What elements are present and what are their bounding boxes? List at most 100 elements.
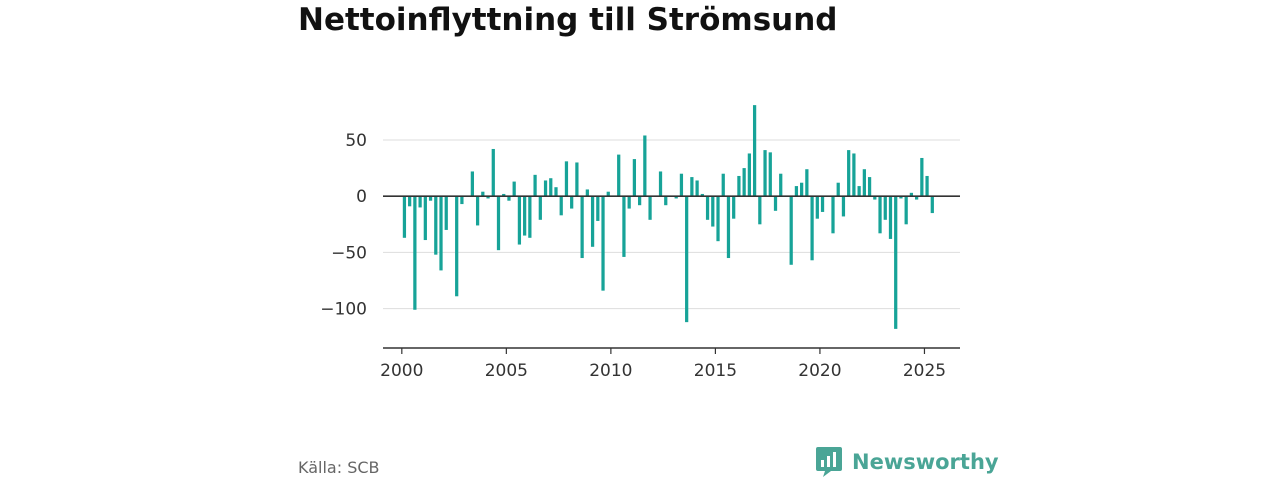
bar — [439, 196, 443, 271]
bar — [742, 168, 746, 197]
bar — [486, 196, 490, 199]
bar — [920, 157, 924, 197]
bar — [549, 178, 553, 197]
bar — [533, 174, 537, 197]
newsworthy-logo-icon — [816, 447, 842, 477]
bar — [408, 196, 412, 207]
bar — [507, 196, 511, 201]
y-tick-label: −100 — [320, 300, 367, 320]
y-tick-label: 50 — [345, 131, 367, 151]
bar — [470, 171, 474, 197]
bar — [617, 154, 621, 197]
bar — [606, 191, 610, 197]
bar — [543, 180, 548, 197]
newsworthy-brand[interactable]: Newsworthy — [816, 446, 999, 478]
bar — [638, 196, 642, 206]
bars — [402, 105, 934, 329]
bar — [685, 196, 689, 323]
bar — [423, 196, 427, 241]
bar — [925, 175, 929, 197]
bar — [716, 196, 720, 242]
bar — [789, 196, 793, 265]
bar — [658, 171, 663, 197]
bar — [622, 196, 626, 257]
bar — [752, 105, 757, 197]
bar — [841, 196, 846, 217]
bar — [930, 196, 934, 214]
bar — [590, 196, 595, 247]
brand-name: Newsworthy — [852, 450, 999, 474]
chart-title: Nettoinflyttning till Strömsund — [298, 2, 838, 38]
bar — [867, 177, 872, 197]
bar — [815, 196, 819, 219]
bar — [711, 196, 715, 227]
bar — [690, 177, 694, 197]
bar — [779, 173, 783, 197]
bar — [643, 135, 647, 197]
bar — [915, 196, 919, 200]
bar — [800, 182, 804, 197]
bar — [888, 196, 893, 239]
tick-labels: 50 0 −50 −100 2000 2005 2010 2015 2020 2025 — [320, 131, 946, 381]
bar — [528, 196, 532, 238]
bar — [575, 162, 579, 197]
bar — [679, 173, 684, 197]
bar — [632, 159, 637, 197]
bar — [721, 173, 725, 197]
bar — [559, 196, 563, 216]
bar — [857, 186, 861, 197]
x-tick-label: 2010 — [589, 361, 632, 381]
bar — [475, 196, 480, 226]
bar — [428, 196, 433, 201]
bar — [585, 189, 589, 197]
y-tick-label: −50 — [331, 243, 367, 263]
bar — [763, 150, 767, 197]
bar — [862, 169, 866, 197]
bar — [481, 191, 485, 197]
x-tick-label: 2025 — [903, 361, 946, 381]
bar — [810, 196, 814, 261]
bar — [695, 180, 699, 197]
bar — [596, 196, 600, 221]
bar — [455, 196, 459, 297]
bar — [705, 196, 710, 220]
bar — [732, 196, 736, 219]
bar — [512, 181, 516, 197]
bar — [570, 196, 574, 209]
bar — [418, 196, 422, 208]
bar — [794, 186, 799, 197]
x-tick-label: 2020 — [798, 361, 841, 381]
bar — [768, 152, 772, 197]
bar — [444, 196, 448, 230]
bar — [773, 196, 778, 211]
bar — [758, 196, 762, 225]
grid-lines — [383, 139, 960, 310]
bar — [460, 196, 464, 205]
axes — [383, 195, 960, 354]
bar — [909, 192, 914, 197]
bar — [747, 153, 751, 197]
bar — [831, 196, 835, 234]
bar — [491, 148, 495, 197]
bar — [878, 196, 882, 234]
bar — [402, 196, 407, 238]
x-tick-label: 2000 — [380, 361, 423, 381]
bar — [737, 175, 741, 197]
bar — [726, 196, 731, 259]
bar — [847, 150, 851, 197]
bar — [580, 196, 584, 259]
bar — [554, 187, 558, 197]
bar — [883, 196, 887, 220]
x-tick-label: 2015 — [694, 361, 737, 381]
bar — [664, 196, 668, 206]
bar — [413, 196, 417, 310]
bar — [627, 196, 631, 209]
bar — [852, 153, 856, 197]
bar — [700, 193, 704, 197]
source-note: Källa: SCB — [298, 458, 380, 477]
y-tick-label: 0 — [356, 187, 367, 207]
bar — [805, 169, 809, 197]
bar — [434, 196, 438, 255]
bar — [820, 196, 825, 212]
